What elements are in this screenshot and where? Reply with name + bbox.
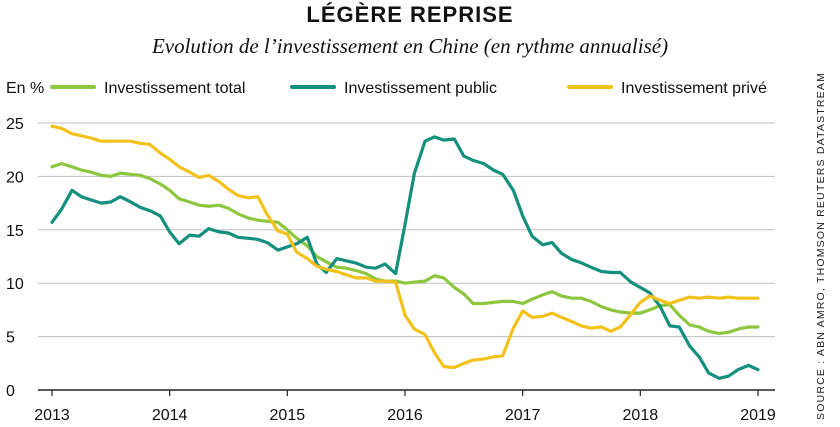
series-group <box>50 124 760 380</box>
y-tick-label: 5 <box>6 330 15 347</box>
legend-label-2: Investissement public <box>344 80 497 97</box>
y-tick-label: 15 <box>6 223 24 240</box>
x-tick-label: 2015 <box>270 407 306 424</box>
legend-label-1: Investissement total <box>104 80 245 97</box>
series-line-3 <box>50 124 760 370</box>
axes: 0 5 10 15 20 25 En % 2013 2014 2015 2016 2017 2018 20… <box>6 80 776 424</box>
chart-subtitle: Evolution de l’investissement en Chine (… <box>151 34 669 58</box>
x-tick-label: 2013 <box>34 407 70 424</box>
y-axis-label: En % <box>6 80 44 97</box>
x-tick-label: 2018 <box>623 407 659 424</box>
series-line-2 <box>50 135 760 380</box>
x-tick-label: 2019 <box>740 407 776 424</box>
y-tick-label: 25 <box>6 116 24 133</box>
y-tick-label: 10 <box>6 276 24 293</box>
series-line-1 <box>50 162 760 335</box>
chart-title: LÉGÈRE REPRISE <box>306 2 514 27</box>
y-tick-label: 0 <box>6 383 15 400</box>
y-tick-label: 20 <box>6 169 24 186</box>
x-tick-label: 2014 <box>152 407 188 424</box>
legend-label-3: Investissement privé <box>621 80 767 97</box>
legend: Investissement total Investissement publi… <box>50 80 767 97</box>
grid-lines <box>38 122 775 391</box>
x-tick-label: 2016 <box>387 407 423 424</box>
x-tick-label: 2017 <box>505 407 541 424</box>
